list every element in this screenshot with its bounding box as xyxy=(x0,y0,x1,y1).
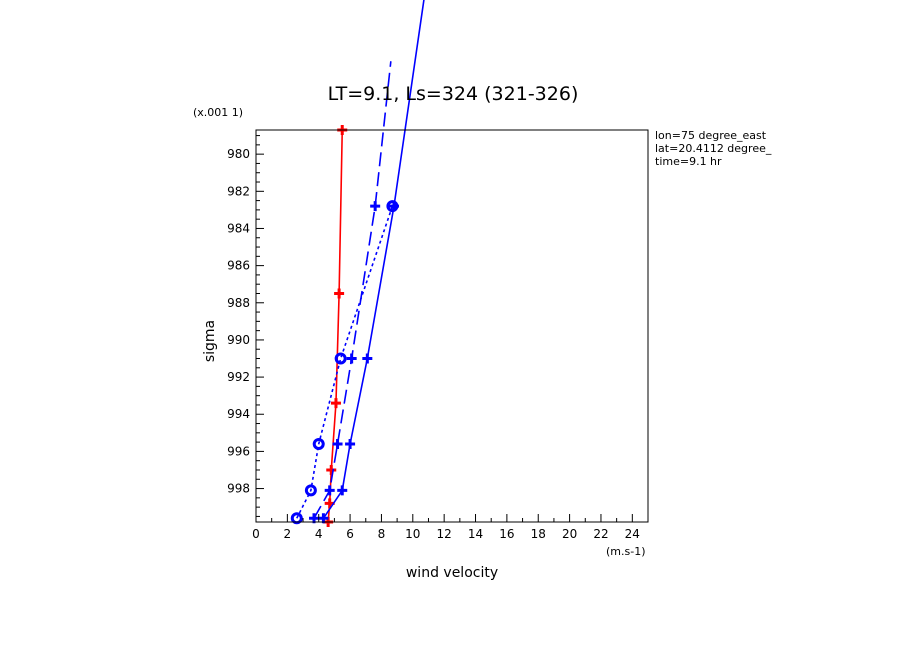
x-tick-label: 12 xyxy=(437,527,452,541)
data-point-marker xyxy=(386,200,399,213)
data-point-marker xyxy=(362,353,373,364)
data-point-marker xyxy=(346,353,357,364)
y-tick-label: 996 xyxy=(227,444,250,458)
info-lat: lat=20.4112 degree_ xyxy=(655,142,772,155)
x-unit-label: (m.s-1) xyxy=(606,545,646,558)
data-point-marker xyxy=(304,484,317,497)
series-layer xyxy=(290,0,425,527)
series-line-2 xyxy=(322,0,425,519)
y-tick-label: 994 xyxy=(227,407,250,421)
data-point-marker xyxy=(337,485,348,496)
info-time: time=9.1 hr xyxy=(655,155,722,168)
y-tick-label: 988 xyxy=(227,296,250,310)
x-tick-label: 10 xyxy=(405,527,420,541)
data-point-marker xyxy=(345,438,356,449)
data-point-marker xyxy=(332,438,343,449)
series-line-1 xyxy=(327,129,344,523)
data-point-marker xyxy=(334,288,345,299)
y-axis-label: sigma xyxy=(202,320,218,362)
x-tick-label: 20 xyxy=(562,527,577,541)
x-tick-label: 0 xyxy=(252,527,260,541)
y-unit-label: (x.001 1) xyxy=(193,106,243,119)
data-point-marker xyxy=(324,485,335,496)
series-line-4 xyxy=(296,205,394,519)
y-tick-label: 992 xyxy=(227,370,250,384)
x-tick-label: 18 xyxy=(531,527,546,541)
data-point-marker xyxy=(290,512,303,525)
x-tick-label: 4 xyxy=(315,527,323,541)
y-tick-label: 986 xyxy=(227,259,250,273)
x-axis-label: wind velocity xyxy=(406,565,498,581)
chart-title: LT=9.1, Ls=324 (321-326) xyxy=(328,83,579,105)
x-tick-label: 24 xyxy=(625,527,640,541)
y-tick-label: 998 xyxy=(227,482,250,496)
x-tick-label: 14 xyxy=(468,527,483,541)
y-tick-label: 990 xyxy=(227,333,250,347)
info-lon: lon=75 degree_east xyxy=(655,129,767,142)
plot-frame xyxy=(255,129,649,523)
x-tick-label: 22 xyxy=(593,527,608,541)
series-line-3 xyxy=(313,61,392,519)
x-tick-label: 6 xyxy=(346,527,354,541)
data-point-marker xyxy=(312,437,325,450)
y-tick-label: 980 xyxy=(227,147,250,161)
data-point-marker xyxy=(330,398,341,409)
data-point-marker xyxy=(326,464,337,475)
x-tick-label: 8 xyxy=(378,527,386,541)
data-point-marker xyxy=(334,352,347,365)
x-tick-label: 16 xyxy=(499,527,514,541)
y-tick-label: 984 xyxy=(227,221,250,235)
data-point-marker xyxy=(370,201,381,212)
y-tick-label: 982 xyxy=(227,184,250,198)
x-tick-label: 2 xyxy=(284,527,292,541)
ticks-layer: 0 2 4 6 8 10 12 14 16 18 20 22 249809829849869889909… xyxy=(227,135,649,541)
